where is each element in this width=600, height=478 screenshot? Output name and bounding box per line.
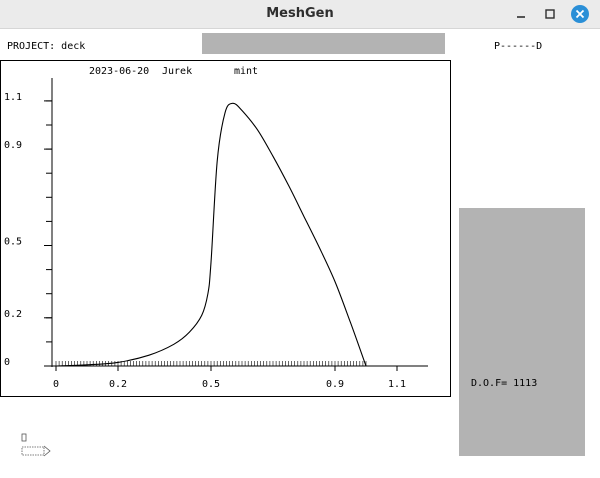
plot-user: Jurek — [162, 66, 192, 77]
minimize-icon[interactable] — [512, 5, 530, 23]
close-icon[interactable] — [571, 5, 589, 23]
dof-label: D.O.F= 1113 — [471, 378, 538, 389]
side-panel — [459, 208, 585, 456]
maximize-icon[interactable] — [541, 5, 559, 23]
small-square-icon[interactable] — [21, 433, 27, 442]
x-tick-label: 0.2 — [109, 379, 127, 390]
plot-material: mint — [234, 66, 258, 77]
series-line — [55, 102, 367, 367]
x-tick-label: 1.1 — [388, 379, 406, 390]
project-label: PROJECT: deck — [7, 41, 86, 52]
y-tick-label: 0.2 — [4, 309, 22, 320]
window-title: MeshGen — [266, 6, 334, 21]
title-bar: MeshGen — [0, 0, 600, 29]
y-tick-label: 0 — [4, 357, 10, 368]
arrow-right-icon[interactable] — [21, 445, 51, 457]
y-tick-label: 0.5 — [4, 237, 22, 248]
x-tick-label: 0.9 — [326, 379, 344, 390]
x-tick-label: 0.5 — [202, 379, 220, 390]
pd-label: P------D — [494, 41, 543, 52]
x-tick-label: 0 — [53, 379, 59, 390]
top-status-bar — [202, 33, 445, 54]
y-tick-label: 1.1 — [4, 92, 22, 103]
y-tick-label: 0.9 — [4, 140, 22, 151]
plot-date: 2023-06-20 — [89, 66, 149, 77]
bottom-toolbar — [21, 433, 51, 457]
plot-frame — [0, 60, 451, 397]
